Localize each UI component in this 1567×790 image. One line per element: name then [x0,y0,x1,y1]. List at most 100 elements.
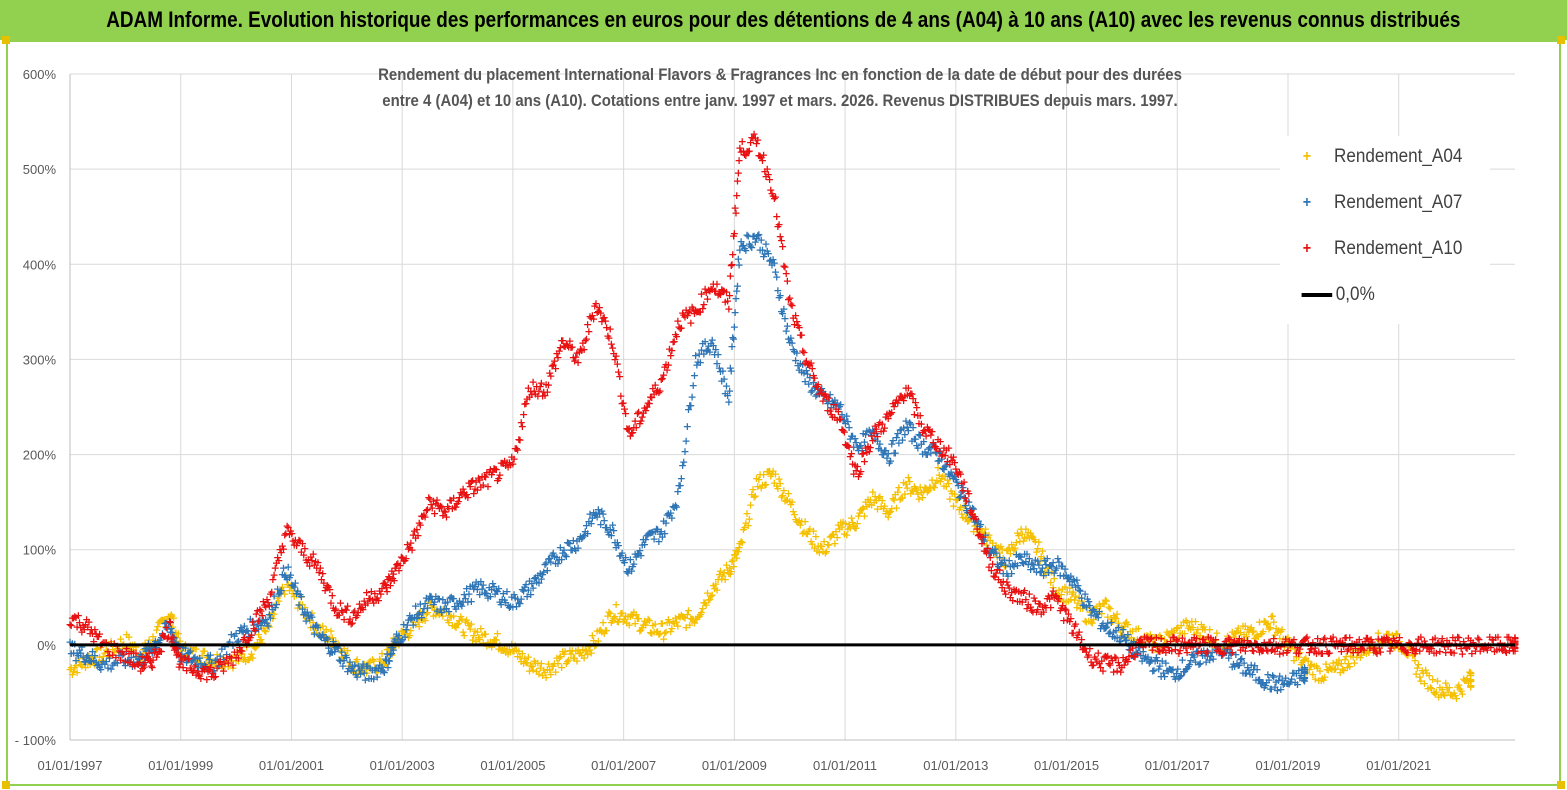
data-point-marker: + [1268,609,1277,622]
data-point-marker: + [434,606,443,619]
data-point-marker: + [1339,664,1348,677]
data-point-marker: + [111,656,120,669]
data-point-marker: + [266,611,275,624]
data-point-marker: + [169,611,178,624]
data-point-marker: + [419,612,428,625]
data-point-marker: + [1090,602,1099,615]
x-tick-label: 01/01/2021 [1366,758,1431,773]
data-point-marker: + [87,655,96,668]
data-point-marker: + [1466,666,1475,679]
data-point-marker: + [721,573,730,586]
data-point-marker: + [578,643,587,656]
data-point-marker: + [1422,666,1431,679]
data-point-marker: + [496,644,505,657]
data-point-marker: + [148,643,157,656]
data-point-marker: + [1032,546,1041,559]
data-point-marker: + [1219,641,1228,654]
data-point-marker: + [487,640,496,653]
data-point-marker: + [796,518,805,531]
data-point-marker: + [1318,672,1327,685]
data-point-marker: + [306,621,315,634]
data-point-marker: + [1078,602,1087,615]
data-point-marker: + [1455,682,1464,695]
data-point-marker: + [273,583,282,596]
data-point-marker: + [770,477,779,490]
data-point-marker: + [231,627,240,640]
data-point-marker: + [731,544,740,557]
data-point-marker: + [1325,661,1334,674]
data-point-marker: + [644,612,653,625]
data-point-marker: + [256,619,265,632]
data-point-marker: + [1280,641,1289,654]
y-tick-label: 100% [23,543,57,558]
data-point-marker: + [1026,527,1035,540]
data-point-marker: + [310,626,319,639]
data-point-marker: + [1247,621,1256,634]
data-point-marker: + [856,504,865,517]
data-point-marker: + [1403,649,1412,662]
data-point-marker: + [1051,589,1060,602]
data-point-marker: + [1109,609,1118,622]
data-point-marker: + [277,584,286,597]
data-point-marker: + [65,663,74,676]
data-point-marker: + [1241,620,1250,633]
data-point-marker: + [1134,622,1143,635]
data-point-marker: + [422,607,431,620]
data-point-marker: + [1075,591,1084,604]
data-point-marker: + [816,540,825,553]
data-point-marker: + [606,322,615,335]
data-point-marker: + [1115,619,1124,632]
data-point-marker: + [801,515,810,528]
data-point-marker: + [469,629,478,642]
data-point-marker: + [336,644,345,657]
data-point-marker: + [615,370,624,383]
data-point-marker: + [820,535,829,548]
data-point-marker: + [752,472,761,485]
data-point-marker: + [868,486,877,499]
data-point-marker: + [188,644,197,657]
data-point-marker: + [144,642,153,655]
data-point-marker: + [602,624,611,637]
data-point-marker: + [360,657,369,670]
data-point-marker: + [990,545,999,558]
data-point-marker: + [933,461,942,474]
data-point-marker: + [1045,566,1054,579]
data-point-marker: + [714,573,723,586]
data-point-marker: + [1128,624,1137,637]
data-point-marker: + [1447,688,1456,701]
data-point-marker: + [975,524,984,537]
data-point-marker: + [118,649,127,662]
data-point-marker: + [216,649,225,662]
data-point-marker: + [854,509,863,522]
data-point-marker: + [850,522,859,535]
data-point-marker: + [387,649,396,662]
data-point-marker: + [950,488,959,501]
data-point-marker: + [1408,649,1417,662]
data-point-marker: + [1198,622,1207,635]
data-point-marker: + [565,644,574,657]
data-point-marker: + [818,545,827,558]
data-point-marker: + [1451,689,1460,702]
data-point-marker: + [769,465,778,478]
data-point-marker: + [1019,534,1028,547]
data-point-marker: + [760,479,769,492]
data-point-marker: + [184,652,193,665]
data-point-marker: + [1178,627,1187,640]
data-point-marker: + [203,649,212,662]
data-point-marker: + [342,651,351,664]
data-point-marker: + [1293,645,1302,658]
data-point-marker: + [286,580,295,593]
data-point-marker: + [660,626,669,639]
data-point-marker: + [629,605,638,618]
data-point-marker: + [525,665,534,678]
data-point-marker: + [449,610,458,623]
data-point-marker: + [307,611,316,624]
data-point-marker: + [1445,681,1454,694]
data-point-marker: + [473,626,482,639]
data-point-marker: + [1307,658,1316,671]
data-point-marker: + [338,652,347,665]
data-point-marker: + [307,607,316,620]
data-point-marker: + [343,644,352,657]
data-point-marker: + [261,625,270,638]
